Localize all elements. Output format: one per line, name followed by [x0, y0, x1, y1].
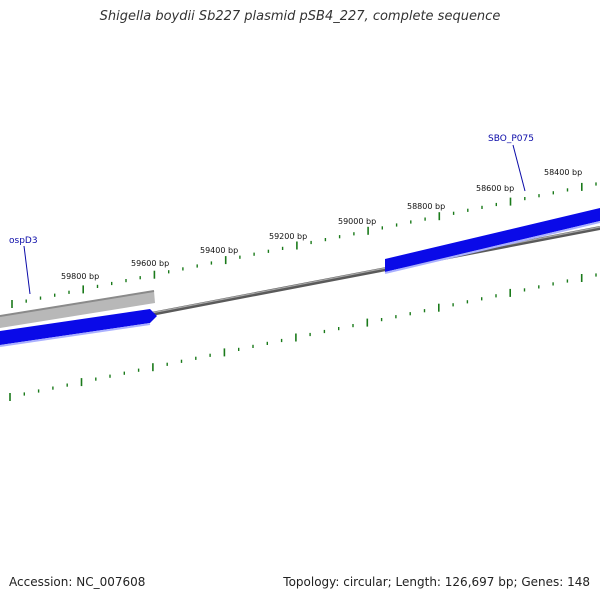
tick-label: 59600 bp: [131, 259, 169, 268]
tick-label: 58600 bp: [476, 184, 514, 193]
gene-label-sbo-p075[interactable]: SBO_P075: [488, 134, 534, 144]
gene-arrow-left: [0, 309, 157, 345]
outer-tick-ring: [11, 182, 597, 308]
sequence-summary-text: Topology: circular; Length: 126,697 bp; …: [283, 575, 590, 589]
gene-arrow-right: [385, 208, 600, 272]
tick-label: 59400 bp: [200, 246, 238, 255]
tick-label: 58400 bp: [544, 168, 582, 177]
map-title: Shigella boydii Sb227 plasmid pSB4_227, …: [99, 9, 501, 24]
gene-arrow-right-highlight: [384, 221, 600, 274]
tick-label: 59800 bp: [61, 272, 99, 281]
gene-arrow-left-highlight: [0, 323, 151, 347]
tick-label: 59000 bp: [338, 217, 376, 226]
tick-labels: 58400 bp 58600 bp 58800 bp 59000 bp 5920…: [61, 168, 582, 281]
accession-text: Accession: NC_007608: [9, 575, 146, 589]
gene-label-ospd3[interactable]: ospD3: [9, 236, 38, 246]
inner-tick-ring: [9, 273, 597, 401]
grey-feature-left: [0, 291, 155, 328]
tick-label: 58800 bp: [407, 202, 445, 211]
tick-label: 59200 bp: [269, 232, 307, 241]
gene-leader-line-ospd3: [23, 245, 31, 295]
gene-leader-line-sbo-p075: [512, 144, 526, 192]
grey-feature-left-edge: [0, 290, 155, 317]
